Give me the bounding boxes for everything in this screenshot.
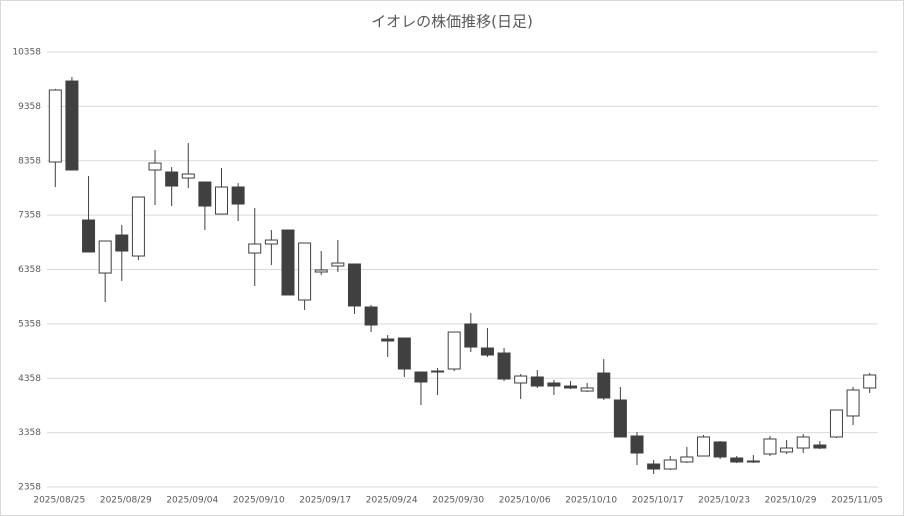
candle-body [198, 181, 212, 207]
x-tick-label: 2025/10/29 [765, 496, 817, 506]
y-tick-label: 2358 [18, 483, 41, 493]
y-tick-label: 3358 [18, 428, 41, 438]
candle-body [264, 239, 278, 245]
candle-body [82, 219, 96, 253]
candle-body [298, 242, 312, 301]
candle-body [397, 337, 411, 370]
candle-body [613, 399, 627, 438]
candle-body [431, 370, 445, 373]
x-tick-label: 2025/10/23 [698, 496, 750, 506]
candle-body [846, 389, 860, 417]
candle-body [215, 186, 229, 215]
candle-body [65, 80, 79, 171]
candle-body [597, 372, 611, 399]
x-tick-label: 2025/08/29 [100, 496, 152, 506]
chart-title: イオレの株価推移(日足) [371, 13, 533, 31]
x-tick-label: 2025/09/30 [432, 496, 484, 506]
x-tick-label: 2025/09/10 [233, 496, 285, 506]
candle-body [181, 173, 195, 179]
candle-body [314, 269, 328, 273]
candle-body [796, 436, 810, 449]
x-tick-label: 2025/09/24 [366, 496, 418, 506]
y-tick-label: 9358 [18, 102, 41, 112]
candle-body [331, 262, 345, 267]
x-tick-label: 2025/09/04 [166, 496, 218, 506]
candle-body [580, 387, 594, 392]
y-tick-label: 4358 [18, 374, 41, 384]
candle-body [514, 375, 528, 384]
candle-body [680, 456, 694, 463]
candle-body [248, 243, 262, 254]
y-tick-label: 8358 [18, 156, 41, 166]
x-tick-label: 2025/10/10 [565, 496, 617, 506]
candle-body [730, 457, 744, 463]
y-tick-label: 10358 [12, 48, 41, 58]
candle-body [48, 89, 62, 163]
candle-body [813, 444, 827, 449]
candle-body [696, 436, 710, 457]
candle-body [530, 376, 544, 387]
candle-body [497, 352, 511, 380]
x-tick-label: 2025/10/06 [499, 496, 551, 506]
candle-body [165, 171, 179, 187]
candle-body [713, 441, 727, 458]
candle-body [464, 323, 478, 348]
candle-body [863, 374, 877, 389]
y-tick-label: 6358 [18, 265, 41, 275]
x-tick-label: 2025/08/25 [33, 496, 85, 506]
candle-body [780, 447, 794, 453]
candle-body [746, 460, 760, 463]
candle-body [647, 463, 661, 470]
candle-body [663, 459, 677, 470]
candle-body [381, 338, 395, 342]
y-tick-label: 7358 [18, 211, 41, 221]
candle-body [347, 263, 361, 307]
x-tick-label: 2025/09/17 [299, 496, 351, 506]
candle-body [98, 240, 112, 274]
candle-body [115, 234, 129, 252]
candle-body [131, 196, 145, 257]
candle-body [364, 306, 378, 326]
candle-body [281, 229, 295, 296]
y-tick-label: 5358 [18, 319, 41, 329]
candle-body [829, 409, 843, 438]
candle-body [231, 186, 245, 205]
candle-body [480, 347, 494, 356]
x-tick-label: 2025/11/05 [831, 496, 883, 506]
candle-body [763, 438, 777, 455]
candle-body [414, 371, 428, 383]
candle-body [148, 162, 162, 171]
candle-body [630, 435, 644, 454]
candle-body [564, 385, 578, 389]
candle-body [547, 382, 561, 387]
x-tick-label: 2025/10/17 [632, 496, 684, 506]
candle-body [447, 331, 461, 370]
